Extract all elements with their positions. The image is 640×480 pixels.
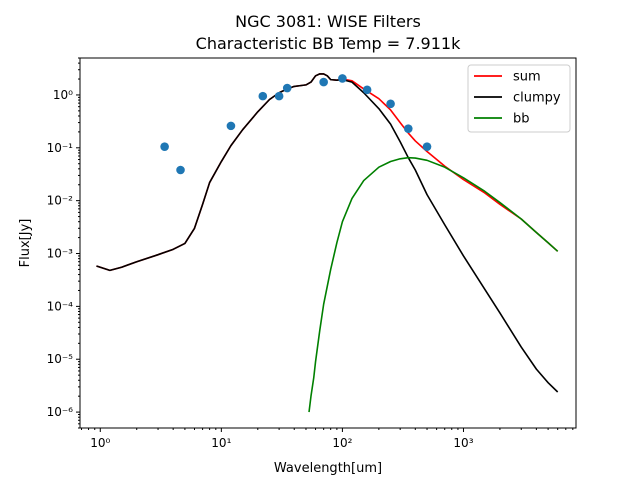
- plot-frame: [79, 57, 577, 429]
- points-layer: [160, 74, 432, 175]
- legend-label-bb: bb: [513, 112, 530, 127]
- y-tick-label: 10⁻²: [47, 194, 74, 208]
- y-tick-label: 10⁻⁶: [47, 405, 74, 419]
- data-point: [160, 142, 169, 151]
- y-tick-label: 10⁻¹: [47, 141, 74, 155]
- data-point: [403, 124, 413, 133]
- y-tick-label: 10⁻³: [47, 247, 74, 261]
- chart-subtitle: Characteristic BB Temp = 7.911k: [196, 34, 461, 53]
- y-tick-label: 10⁻⁴: [47, 299, 74, 313]
- data-point: [226, 121, 236, 131]
- legend: sum clumpy bb: [467, 64, 571, 133]
- x-axis: 10⁰ 10¹ 10² 10³: [81, 428, 574, 450]
- series-line-bb: [308, 156, 559, 413]
- data-point: [422, 142, 432, 151]
- x-tick-label: 10²: [332, 436, 352, 450]
- data-point: [258, 91, 268, 101]
- x-tick-label: 10³: [453, 436, 473, 450]
- series-layer: [96, 73, 559, 413]
- plot-area: [79, 57, 577, 429]
- y-axis-label: Flux[Jy]: [18, 219, 33, 268]
- data-point: [282, 83, 292, 93]
- y-tick-label: 10⁻⁵: [47, 352, 74, 366]
- legend-box: [467, 64, 571, 133]
- series-line-clumpy: [96, 73, 559, 393]
- x-axis-label: Wavelength[um]: [274, 461, 382, 476]
- legend-label-clumpy: clumpy: [513, 91, 561, 106]
- x-tick-label: 10¹: [211, 436, 231, 450]
- chart-title: NGC 3081: WISE Filters: [235, 12, 421, 31]
- x-tick-label: 10⁰: [90, 436, 110, 450]
- data-point: [319, 77, 328, 87]
- legend-label-sum: sum: [513, 70, 541, 85]
- y-axis: 10⁻⁶ 10⁻⁵ 10⁻⁴ 10⁻³ 10⁻² 10⁻¹ 10⁰: [47, 57, 80, 429]
- data-point: [274, 91, 284, 101]
- data-point: [362, 85, 372, 95]
- y-tick-label: 10⁰: [53, 88, 73, 102]
- data-point: [338, 74, 347, 83]
- data-point: [386, 99, 395, 109]
- data-point: [176, 165, 185, 175]
